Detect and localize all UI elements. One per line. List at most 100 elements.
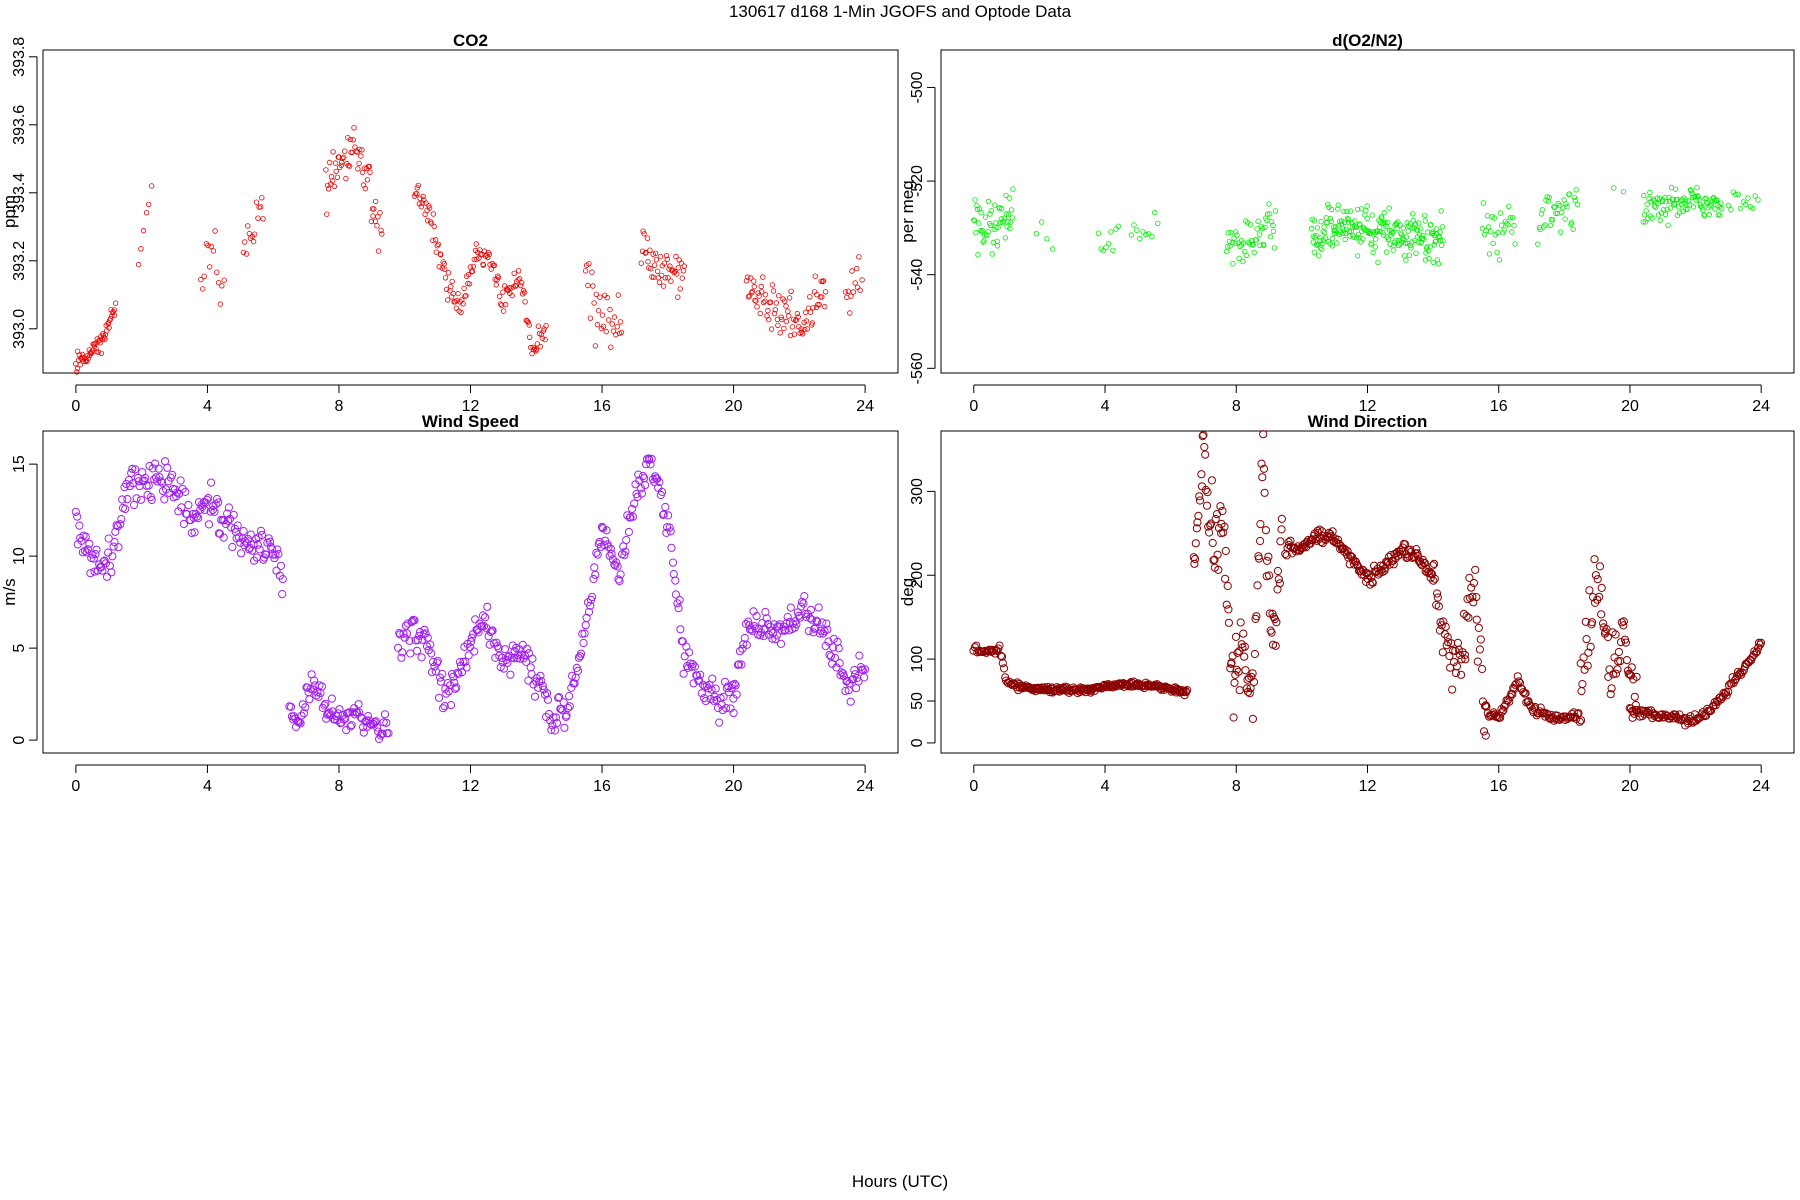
data-point [978, 209, 984, 216]
data-point [86, 569, 95, 578]
data-point [466, 281, 473, 287]
data-point [533, 346, 540, 353]
data-point [584, 607, 594, 617]
data-point [297, 711, 306, 720]
data-point [617, 319, 624, 325]
data-point [332, 712, 341, 721]
data-point [1399, 232, 1405, 238]
x-tick-label: 24 [1752, 778, 1770, 795]
data-point [661, 502, 670, 512]
data-point [108, 552, 117, 561]
data-point [413, 635, 422, 645]
data-point [511, 270, 517, 276]
data-point [696, 670, 705, 679]
data-point [1624, 669, 1633, 679]
data-point [1578, 680, 1587, 689]
data-point [597, 294, 603, 300]
data-point [1213, 550, 1222, 559]
data-point [251, 231, 258, 237]
data-point [1420, 232, 1426, 239]
data-point [423, 633, 432, 642]
data-point [1389, 560, 1398, 569]
data-point [1221, 546, 1230, 556]
data-point [102, 572, 112, 581]
data-point [486, 251, 492, 258]
data-point [1149, 233, 1155, 240]
data-point [327, 694, 336, 703]
data-point [1562, 216, 1568, 222]
data-point [810, 305, 816, 311]
data-point [677, 286, 683, 292]
data-point [786, 295, 793, 301]
data-point [1317, 237, 1323, 244]
data-point [274, 550, 283, 559]
data-point [1675, 204, 1682, 210]
data-point [77, 362, 83, 368]
data-point [168, 470, 177, 479]
data-point [394, 643, 403, 653]
x-tick-label: 16 [593, 398, 611, 415]
y-tick-label: 300 [909, 478, 926, 505]
y-tick-label: 0 [11, 736, 28, 745]
data-point [551, 713, 561, 722]
data-point [604, 542, 613, 552]
data-point [458, 668, 467, 677]
data-point [1393, 237, 1399, 244]
data-point [1320, 240, 1326, 247]
data-point [525, 319, 531, 325]
data-point [798, 326, 804, 332]
data-point [1390, 229, 1396, 235]
data-point [1235, 686, 1244, 695]
data-point [130, 500, 139, 510]
data-point [418, 635, 427, 644]
x-tick-label: 20 [725, 778, 743, 795]
data-point [176, 476, 185, 485]
data-point [96, 337, 103, 343]
data-point [148, 464, 157, 473]
data-point [661, 260, 668, 266]
data-point [820, 278, 827, 284]
data-point [648, 266, 654, 272]
data-point [1405, 228, 1411, 234]
data-point [1284, 538, 1293, 547]
data-point [1462, 612, 1471, 621]
data-point [612, 558, 621, 567]
data-point [641, 481, 650, 490]
data-point [1311, 218, 1318, 224]
data-point [1632, 672, 1641, 681]
data-point [644, 235, 651, 241]
data-point [1597, 583, 1606, 593]
data-point [1103, 244, 1109, 250]
x-tick-label: 12 [1359, 398, 1377, 415]
data-point [1611, 185, 1617, 191]
data-point [1647, 189, 1653, 196]
data-point [1566, 191, 1572, 197]
data-point [1273, 566, 1283, 576]
data-point [401, 621, 410, 630]
data-point [1397, 222, 1403, 228]
data-point [1428, 561, 1438, 570]
data-point [131, 465, 140, 474]
data-point [640, 228, 646, 234]
data-point [1429, 576, 1438, 585]
data-point [163, 463, 172, 472]
data-point [988, 207, 994, 214]
data-point [591, 300, 597, 306]
data-point [1448, 685, 1457, 694]
y-axis-label: per meg [898, 180, 917, 242]
data-point [528, 654, 537, 663]
data-point [1737, 205, 1744, 212]
data-point [1433, 593, 1442, 602]
data-point [1657, 217, 1663, 224]
data-point [755, 290, 761, 296]
data-point [1383, 558, 1392, 567]
data-point [786, 313, 792, 319]
data-point [604, 294, 610, 301]
data-point [1506, 203, 1512, 210]
data-point [1402, 240, 1409, 246]
data-point [973, 229, 979, 236]
data-point [845, 288, 851, 294]
panel-title: CO2 [453, 31, 488, 50]
data-point [1010, 186, 1016, 192]
data-point [1368, 240, 1375, 246]
